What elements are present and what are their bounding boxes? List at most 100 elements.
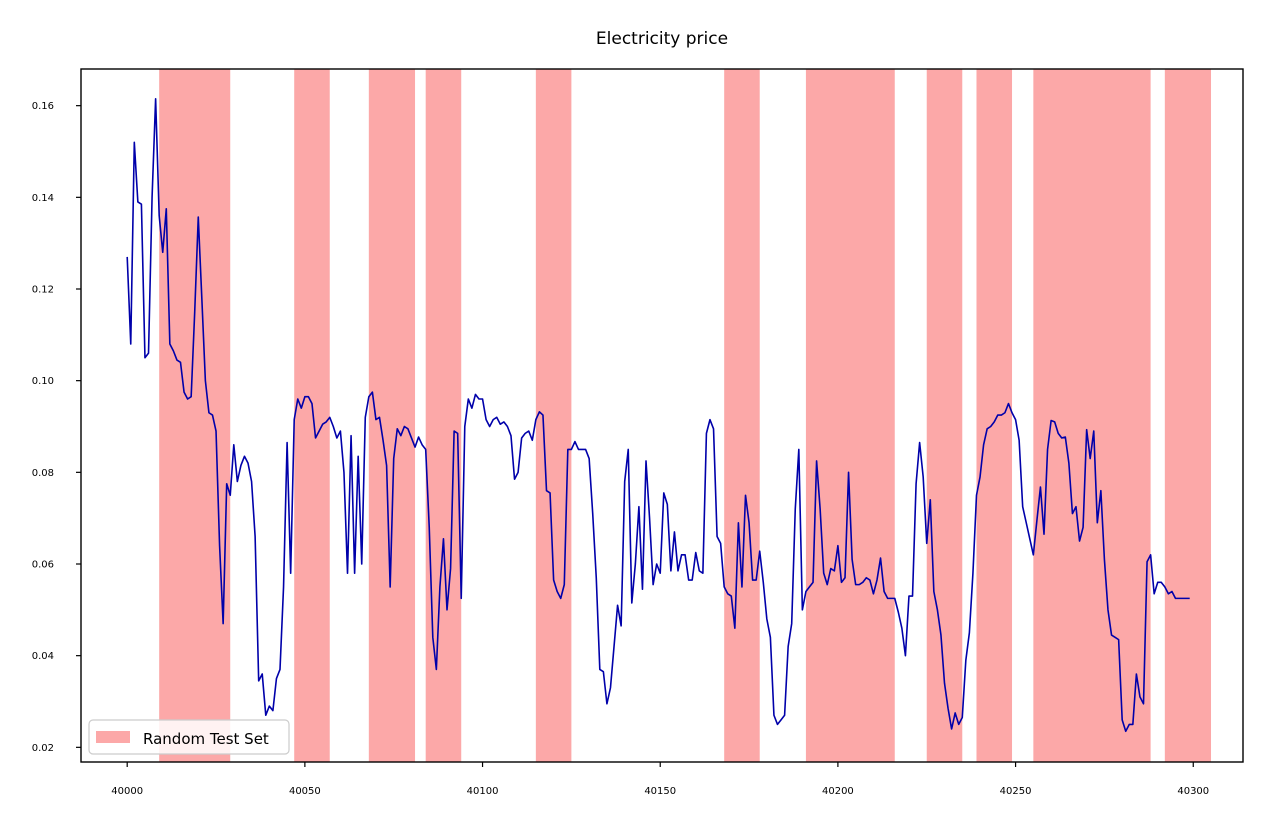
data-point	[386, 465, 388, 467]
data-point	[588, 458, 590, 460]
data-point	[311, 403, 313, 405]
data-point	[1114, 637, 1116, 639]
data-point	[563, 584, 565, 586]
data-point	[158, 215, 160, 217]
data-point	[848, 472, 850, 474]
data-point	[137, 201, 139, 203]
data-point	[233, 444, 235, 446]
data-point	[969, 632, 971, 634]
data-point	[880, 557, 882, 559]
data-point	[521, 437, 523, 439]
data-point	[1047, 449, 1049, 451]
data-point	[411, 437, 413, 439]
data-point	[890, 598, 892, 600]
data-point	[691, 579, 693, 581]
data-point	[244, 455, 246, 457]
data-point	[1139, 696, 1141, 698]
y-tick-label: 0.10	[32, 376, 54, 387]
data-point	[404, 426, 406, 428]
data-point	[929, 499, 931, 501]
data-point	[1033, 554, 1035, 556]
data-point	[1011, 412, 1013, 414]
data-point	[489, 426, 491, 428]
data-point	[1086, 429, 1088, 431]
data-point	[183, 391, 185, 393]
data-point	[1008, 403, 1010, 405]
data-point	[1057, 433, 1059, 435]
data-point	[627, 449, 629, 451]
data-point	[983, 444, 985, 446]
data-point	[642, 588, 644, 590]
data-point	[254, 536, 256, 538]
data-point	[272, 710, 274, 712]
data-point	[126, 256, 128, 258]
data-point	[1178, 598, 1180, 600]
data-point	[979, 476, 981, 478]
data-point	[318, 430, 320, 432]
data-point	[702, 572, 704, 574]
data-point	[372, 391, 374, 393]
data-point	[325, 421, 327, 423]
data-point	[937, 609, 939, 611]
data-point	[165, 208, 167, 210]
data-point	[155, 98, 157, 100]
data-point	[883, 591, 885, 593]
data-point	[905, 655, 907, 657]
data-point	[699, 570, 701, 572]
data-point	[1093, 430, 1095, 432]
y-tick-label: 0.12	[32, 285, 54, 296]
data-point	[823, 572, 825, 574]
data-point	[780, 719, 782, 721]
data-point	[684, 554, 686, 556]
data-point	[869, 579, 871, 581]
data-point	[595, 577, 597, 579]
data-point	[990, 426, 992, 428]
data-point	[428, 527, 430, 529]
y-tick-label: 0.02	[32, 743, 54, 754]
test-set-band-1	[159, 69, 231, 762]
data-point	[322, 423, 324, 425]
y-tick-label: 0.06	[32, 560, 54, 571]
data-point	[912, 595, 914, 597]
data-point	[798, 449, 800, 451]
data-point	[631, 602, 633, 604]
data-point	[571, 449, 573, 451]
data-point	[617, 604, 619, 606]
data-point	[258, 680, 260, 682]
y-tick-label: 0.08	[32, 468, 54, 479]
data-point	[432, 637, 434, 639]
data-point	[279, 669, 281, 671]
data-point	[453, 430, 455, 432]
data-point	[915, 483, 917, 485]
data-point	[585, 449, 587, 451]
data-point	[443, 538, 445, 540]
plot-frame	[80, 68, 1244, 763]
data-point	[1089, 458, 1091, 460]
data-point	[894, 598, 896, 600]
data-point	[958, 724, 960, 726]
data-point	[887, 598, 889, 600]
data-point	[269, 705, 271, 707]
data-point	[418, 436, 420, 438]
data-point	[951, 728, 953, 730]
data-point	[965, 659, 967, 661]
data-point	[340, 430, 342, 432]
data-point	[261, 673, 263, 675]
data-point	[1175, 598, 1177, 600]
data-point	[240, 465, 242, 467]
data-point	[1185, 598, 1187, 600]
data-point	[755, 579, 757, 581]
data-point	[898, 611, 900, 613]
series-line-1	[126, 97, 1190, 733]
data-point	[400, 435, 402, 437]
data-point	[1001, 414, 1003, 416]
data-point	[396, 428, 398, 430]
data-point	[176, 359, 178, 361]
data-point	[674, 531, 676, 533]
data-point	[329, 417, 331, 419]
data-point	[851, 559, 853, 561]
data-point	[730, 595, 732, 597]
data-point	[357, 455, 359, 457]
data-point	[304, 396, 306, 398]
data-point	[531, 439, 533, 441]
